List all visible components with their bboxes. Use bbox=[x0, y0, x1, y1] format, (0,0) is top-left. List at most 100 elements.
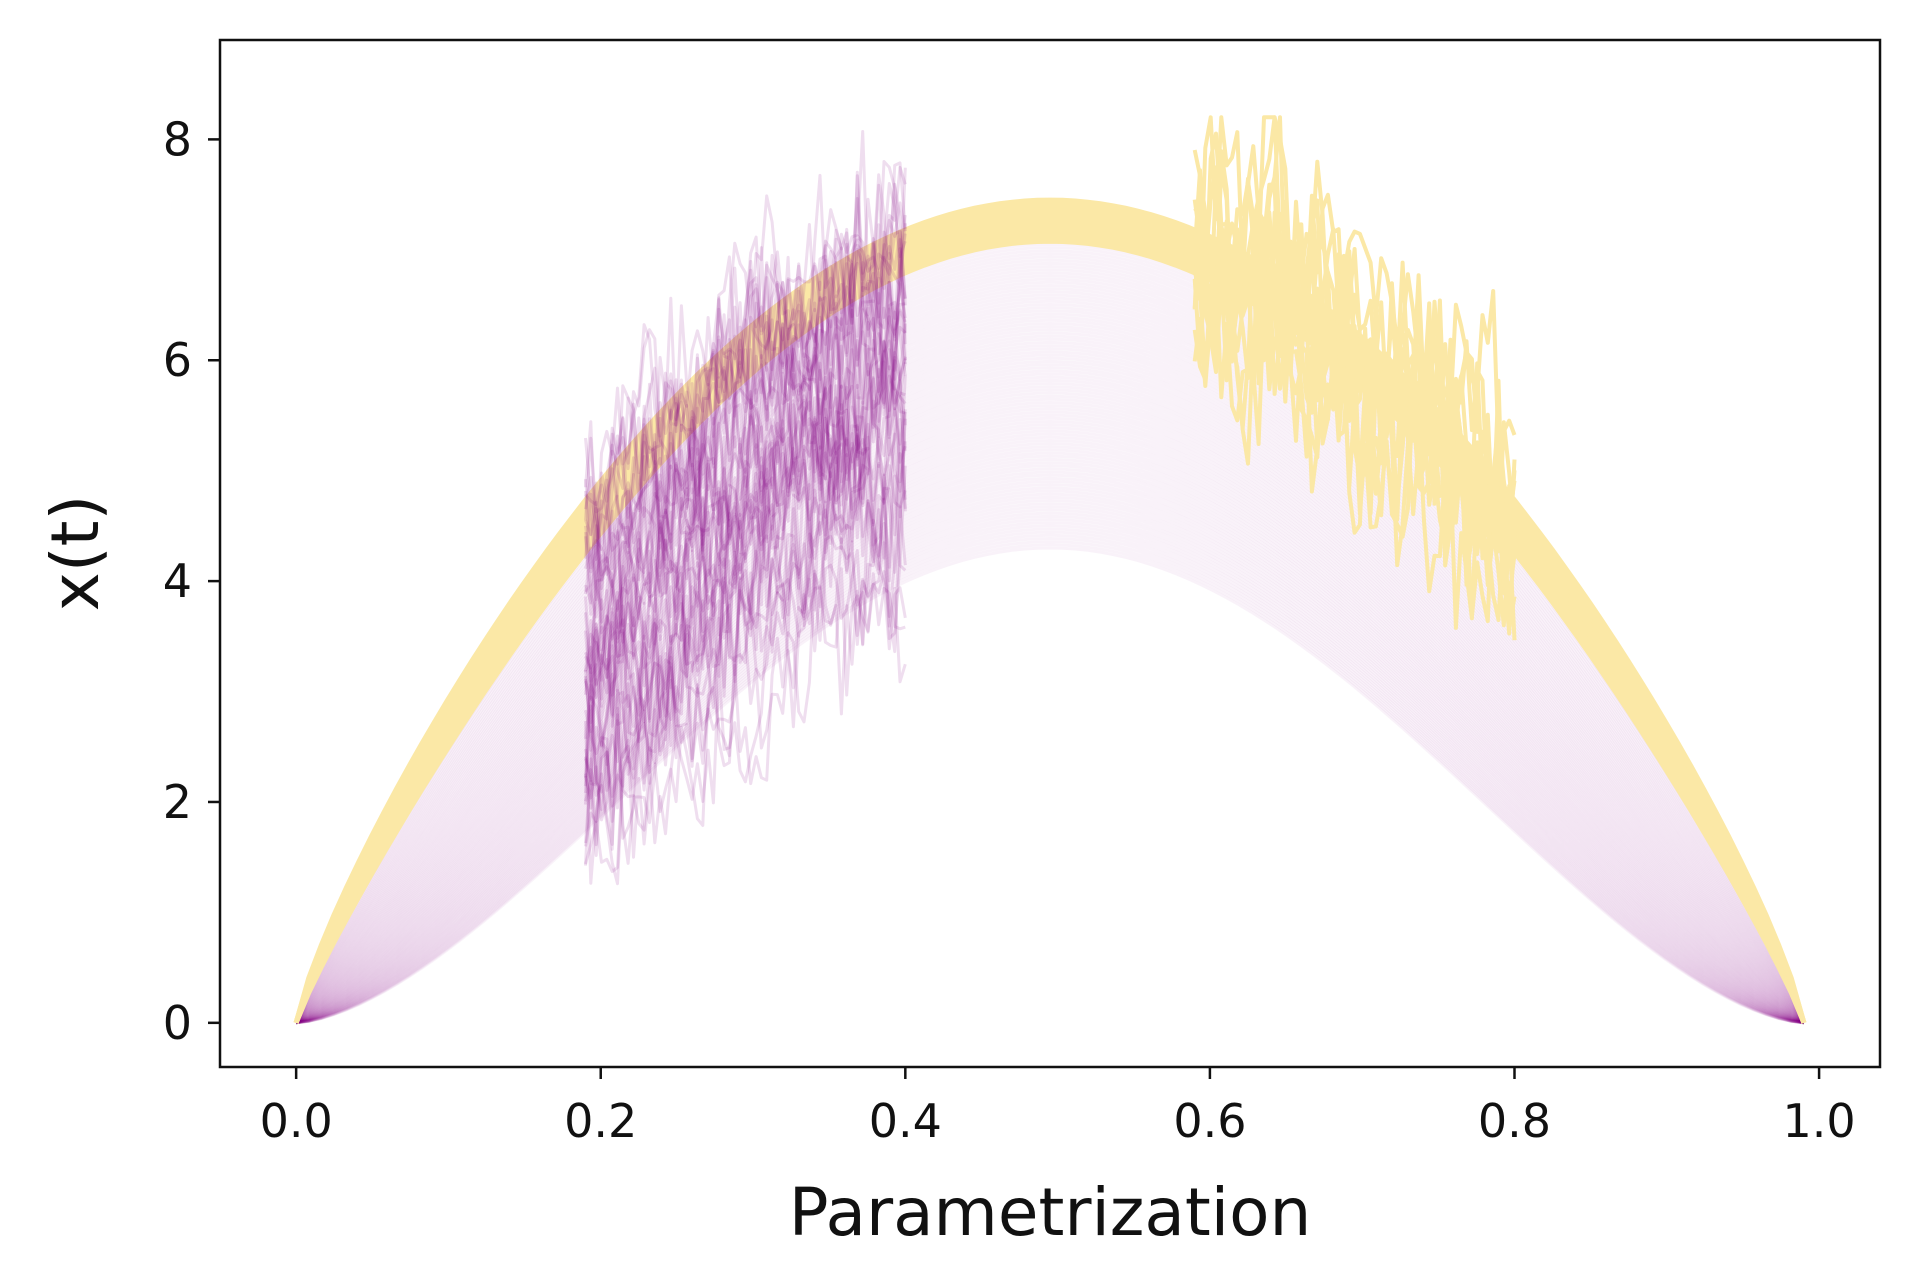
y-tick-label: 0 bbox=[163, 996, 192, 1050]
purple-curve bbox=[295, 511, 1805, 1025]
purple-curve bbox=[295, 445, 1805, 1025]
purple-curve bbox=[295, 328, 1805, 1024]
purple-curve bbox=[294, 264, 1806, 1024]
plot-area bbox=[293, 115, 1807, 1025]
purple-curve bbox=[295, 489, 1805, 1025]
noisy-purple-line bbox=[584, 367, 907, 748]
purple-curve bbox=[295, 540, 1805, 1025]
purple-curve bbox=[295, 331, 1805, 1024]
y-tick-label: 6 bbox=[163, 333, 192, 387]
purple-curve bbox=[294, 296, 1806, 1024]
purple-curve bbox=[295, 363, 1805, 1025]
purple-curve bbox=[295, 394, 1805, 1025]
noisy-purple-line bbox=[584, 282, 907, 726]
purple-curve bbox=[295, 375, 1805, 1025]
x-tick-label: 0.8 bbox=[1478, 1094, 1551, 1148]
noisy-purple-line bbox=[584, 418, 907, 822]
purple-curve bbox=[295, 514, 1805, 1025]
purple-curve bbox=[294, 246, 1806, 1024]
noisy-purple-line bbox=[584, 247, 907, 652]
noisy-yellow-line bbox=[1192, 115, 1517, 554]
purple-curve bbox=[295, 473, 1805, 1025]
purple-curve bbox=[295, 416, 1805, 1025]
noisy-purple-line bbox=[584, 465, 907, 859]
yellow-curve bbox=[293, 197, 1807, 1024]
purple-curve bbox=[295, 385, 1805, 1025]
noisy-purple-line bbox=[584, 347, 907, 840]
purple-curve bbox=[295, 410, 1805, 1025]
purple-curve bbox=[295, 492, 1805, 1025]
purple-curve bbox=[295, 429, 1805, 1025]
purple-curve bbox=[295, 521, 1805, 1025]
noisy-purple-line bbox=[584, 499, 907, 857]
purple-curve bbox=[295, 353, 1805, 1024]
purple-curve bbox=[294, 261, 1806, 1024]
purple-curve bbox=[295, 407, 1805, 1025]
noisy-purple-line bbox=[584, 170, 907, 570]
purple-curve bbox=[295, 543, 1805, 1025]
purple-curve bbox=[295, 448, 1805, 1025]
purple-curve bbox=[294, 287, 1806, 1024]
noisy-purple-line bbox=[584, 319, 907, 721]
purple-curve bbox=[295, 461, 1805, 1025]
noisy-purple-line bbox=[584, 306, 907, 752]
purple-curve bbox=[295, 321, 1805, 1024]
purple-curve bbox=[295, 413, 1805, 1025]
y-tick-label: 4 bbox=[163, 554, 192, 608]
purple-curve bbox=[295, 426, 1805, 1025]
purple-curve bbox=[295, 347, 1805, 1024]
x-tick-label: 0.4 bbox=[869, 1094, 942, 1148]
x-tick-label: 0.2 bbox=[564, 1094, 637, 1148]
purple-curve bbox=[295, 381, 1805, 1025]
noisy-purple-line bbox=[584, 567, 906, 885]
purple-curve bbox=[295, 498, 1805, 1025]
purple-curve bbox=[295, 483, 1805, 1025]
purple-curve bbox=[295, 369, 1805, 1025]
purple-curve bbox=[295, 350, 1805, 1024]
x-tick-label: 0.6 bbox=[1173, 1094, 1246, 1148]
purple-curve bbox=[294, 312, 1806, 1024]
purple-curve bbox=[295, 340, 1805, 1024]
purple-curve bbox=[294, 283, 1806, 1024]
yellow-curve bbox=[293, 229, 1807, 1024]
purple-curve bbox=[294, 274, 1806, 1024]
purple-curve bbox=[295, 476, 1805, 1025]
purple-curve bbox=[295, 372, 1805, 1025]
purple-curve bbox=[294, 309, 1806, 1024]
purple-curve bbox=[295, 467, 1805, 1025]
y-tick-label: 2 bbox=[163, 775, 192, 829]
purple-curve bbox=[295, 486, 1805, 1025]
purple-curve bbox=[295, 454, 1805, 1025]
noisy-purple-line bbox=[584, 173, 907, 552]
noisy-purple-line bbox=[584, 323, 907, 787]
x-axis: 0.0 0.2 0.4 0.6 0.8 1.0 bbox=[260, 1067, 1856, 1148]
purple-curve bbox=[295, 457, 1805, 1025]
purple-curve bbox=[295, 325, 1805, 1024]
purple-curve bbox=[294, 268, 1806, 1024]
purple-curve bbox=[295, 517, 1805, 1025]
purple-curve bbox=[295, 337, 1805, 1024]
purple-curve bbox=[294, 306, 1806, 1024]
purple-curve bbox=[295, 480, 1805, 1025]
noisy-purple-line bbox=[584, 182, 907, 561]
noisy-purple-line bbox=[584, 166, 907, 563]
purple-curve bbox=[295, 356, 1805, 1024]
purple-curve bbox=[294, 290, 1806, 1024]
purple-curve bbox=[295, 451, 1805, 1025]
purple-curve bbox=[295, 334, 1805, 1024]
y-axis-label: x(t) bbox=[37, 495, 114, 611]
purple-curve bbox=[295, 527, 1805, 1025]
noisy-purple-line bbox=[584, 197, 907, 670]
noisy-purple-line bbox=[584, 223, 907, 675]
noisy-purple-line bbox=[584, 365, 907, 778]
purple-curve bbox=[295, 470, 1805, 1025]
noisy-purple-line bbox=[584, 403, 907, 780]
purple-curve bbox=[294, 258, 1806, 1024]
purple-curve bbox=[295, 464, 1805, 1025]
purple-curve bbox=[295, 495, 1805, 1025]
noisy-purple-line bbox=[584, 385, 907, 866]
purple-curve bbox=[295, 524, 1805, 1025]
purple-curve bbox=[295, 442, 1805, 1025]
purple-curve bbox=[295, 400, 1805, 1025]
purple-curve bbox=[294, 315, 1806, 1024]
